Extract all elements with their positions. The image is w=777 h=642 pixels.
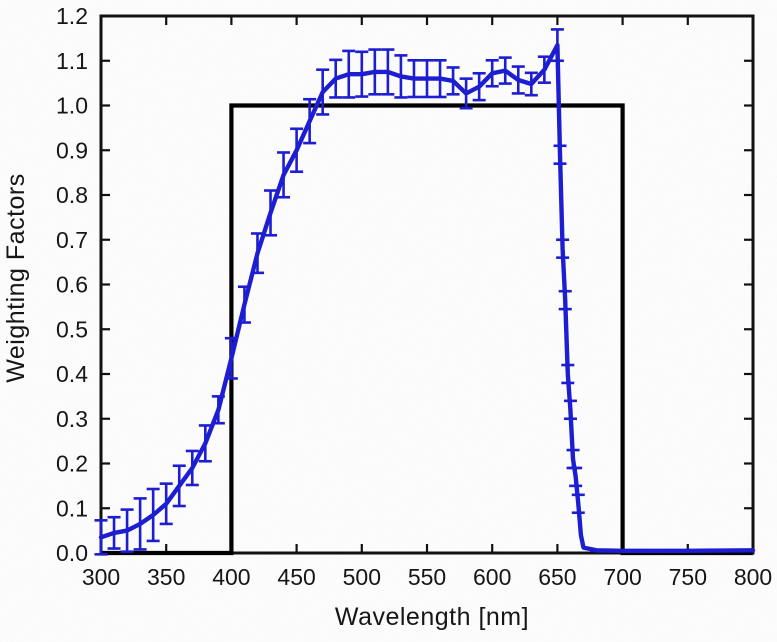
- x-axis-tick-label: 450: [277, 564, 315, 590]
- x-axis-tick-label: 550: [408, 564, 446, 590]
- x-axis-tick-label: 700: [603, 564, 641, 590]
- x-axis-tick-label: 300: [82, 564, 120, 590]
- x-axis-title: Wavelength [nm]: [334, 603, 530, 631]
- y-axis-title: Weighting Factors: [2, 173, 30, 383]
- y-axis-tick-label: 0.1: [56, 495, 88, 521]
- y-axis-tick-label: 0.4: [56, 361, 88, 387]
- y-axis-tick-label: 0.2: [56, 451, 88, 477]
- y-axis-tick-label: 0.5: [56, 316, 88, 342]
- y-axis-tick-label: 0.6: [56, 272, 88, 298]
- x-axis-tick-label: 350: [147, 564, 185, 590]
- y-axis-tick-label: 0.7: [56, 227, 88, 253]
- x-axis-tick-label: 650: [538, 564, 576, 590]
- x-axis-tick-label: 400: [212, 564, 250, 590]
- y-axis-tick-label: 0.0: [56, 540, 88, 566]
- x-axis-tick-label: 600: [473, 564, 511, 590]
- tick-labels: 300 350 400 450 500 550 600 650 700 750 800 0.0 0.1 0…: [56, 3, 772, 590]
- series-ideal-rectangular-band: [101, 103, 753, 556]
- y-axis-tick-label: 0.3: [56, 406, 88, 432]
- y-axis-tick-label: 0.9: [56, 137, 88, 163]
- x-axis-tick-label: 500: [343, 564, 381, 590]
- x-axis-tick-label: 800: [734, 564, 772, 590]
- x-axis-tick-label: 750: [669, 564, 707, 590]
- y-axis-tick-label: 1.0: [56, 93, 88, 119]
- y-axis-tick-label: 0.8: [56, 182, 88, 208]
- y-axis-tick-label: 1.1: [56, 48, 88, 74]
- y-axis-tick-label: 1.2: [56, 3, 88, 29]
- series-measured-weighting-factors: [98, 42, 756, 553]
